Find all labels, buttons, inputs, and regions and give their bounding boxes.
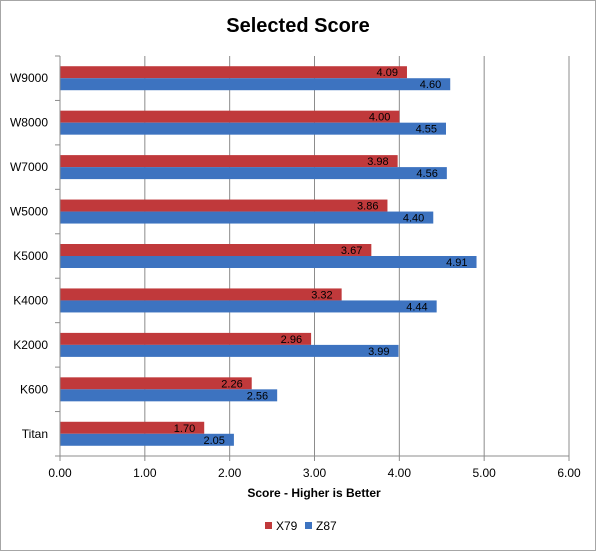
category-label: K4000 <box>13 293 48 307</box>
x-tick-label: 0.00 <box>48 466 72 480</box>
x-tick-label: 4.00 <box>388 466 412 480</box>
bar-x79 <box>60 66 407 79</box>
category-label: W5000 <box>10 205 48 219</box>
bar-z87 <box>60 211 434 224</box>
x-tick-label: 3.00 <box>303 466 327 480</box>
x-tick-label: 5.00 <box>472 466 496 480</box>
data-label: 3.99 <box>368 346 389 358</box>
bar-x79 <box>60 110 400 123</box>
data-label: 2.96 <box>281 334 302 346</box>
bar-x79 <box>60 199 388 212</box>
bar-z87 <box>60 78 451 91</box>
data-label: 2.56 <box>247 390 268 402</box>
category-label: W7000 <box>10 160 48 174</box>
data-label: 2.05 <box>203 435 224 447</box>
data-label: 4.44 <box>406 301 427 313</box>
data-label: 3.32 <box>311 289 332 301</box>
data-label: 2.26 <box>221 378 242 390</box>
bar-z87 <box>60 433 234 446</box>
bar-z87 <box>60 344 399 357</box>
x-tick-label: 2.00 <box>218 466 242 480</box>
x-axis-label: Score - Higher is Better <box>247 486 381 500</box>
chart-title: Selected Score <box>226 15 369 37</box>
bar-z87 <box>60 167 447 180</box>
data-label: 3.86 <box>357 201 378 213</box>
legend: X79 Z87 <box>265 519 337 533</box>
legend-swatch-x79 <box>265 522 272 529</box>
category-label: W9000 <box>10 71 48 85</box>
bar-z87 <box>60 122 446 135</box>
data-label: 4.60 <box>420 79 441 91</box>
data-label: 4.55 <box>416 124 437 136</box>
bar-x79 <box>60 332 312 345</box>
x-tick-label: 1.00 <box>133 466 157 480</box>
data-label: 3.67 <box>341 245 362 257</box>
bar-x79 <box>60 244 372 256</box>
data-label: 4.56 <box>416 168 437 180</box>
category-label: K2000 <box>13 338 48 352</box>
x-tick-label: 6.00 <box>557 466 581 480</box>
data-label: 4.40 <box>403 213 424 225</box>
data-label: 1.70 <box>174 423 195 435</box>
category-label: K5000 <box>13 249 48 263</box>
bar-z87 <box>60 300 437 313</box>
bar-x79 <box>60 421 205 434</box>
data-label: 4.09 <box>377 67 398 79</box>
category-label: W8000 <box>10 116 48 130</box>
legend-label: X79 <box>276 519 298 533</box>
bar-z87 <box>60 389 278 402</box>
data-label: 4.00 <box>369 112 390 124</box>
data-label: 4.91 <box>446 257 467 269</box>
bar-x79 <box>60 377 252 390</box>
bar-x79 <box>60 155 398 168</box>
legend-swatch-z87 <box>305 522 312 529</box>
data-label: 3.98 <box>367 156 388 168</box>
category-label: K600 <box>20 382 48 396</box>
bar-x79 <box>60 288 342 301</box>
bar-z87 <box>60 256 477 268</box>
category-label: Titan <box>22 427 48 441</box>
legend-label: Z87 <box>316 519 337 533</box>
